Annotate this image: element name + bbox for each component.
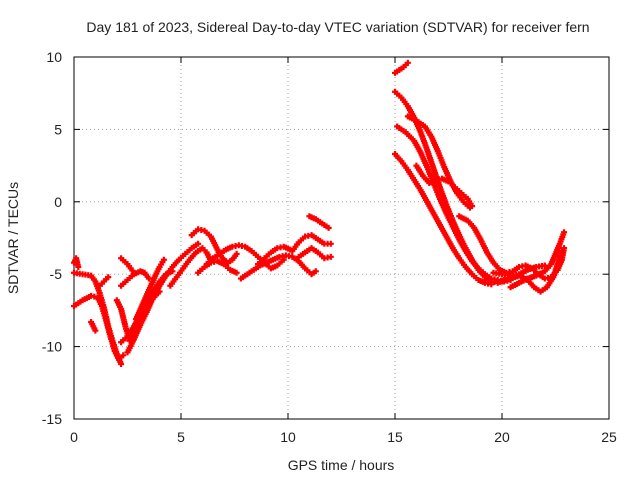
chart-title: Day 181 of 2023, Sidereal Day-to-day VTE… [86, 19, 589, 35]
series-trace-11 [118, 255, 137, 276]
data-point [558, 248, 565, 255]
y-axis-label: SDTVAR / TECUs [5, 182, 21, 294]
series-trace-5 [96, 274, 112, 289]
grid-lines [74, 57, 609, 419]
plot-frame [73, 56, 610, 420]
data-point [404, 59, 411, 66]
x-tick-label: 10 [280, 429, 296, 445]
data-point [233, 269, 240, 276]
data-point [325, 224, 332, 231]
axis-ticks [73, 56, 610, 420]
series-trace-17 [255, 243, 294, 268]
y-tick-label: -10 [42, 339, 62, 355]
x-tick-label: 0 [70, 429, 78, 445]
series-trace-19 [295, 245, 334, 262]
y-tick-label: -15 [42, 411, 62, 427]
series-trace-20 [306, 213, 332, 231]
data-point [327, 240, 334, 247]
data-point [541, 262, 548, 269]
x-tick-label: 15 [387, 429, 403, 445]
x-axis-label: GPS time / hours [288, 457, 395, 473]
data-point [233, 250, 240, 257]
data-point [160, 256, 167, 263]
y-tick-label: 5 [54, 121, 62, 137]
series-trace-18 [289, 232, 334, 255]
series-trace-1 [71, 255, 82, 270]
x-tick-label: 5 [177, 429, 185, 445]
series-trace-26 [413, 162, 476, 210]
series-trace-9 [124, 240, 202, 356]
data-point [120, 352, 127, 359]
series-trace-23 [394, 123, 514, 285]
series-trace-3 [71, 292, 127, 363]
series-trace-10 [133, 256, 167, 323]
y-tick-label: -5 [50, 266, 63, 282]
y-tick-label: 10 [46, 49, 62, 65]
x-tick-label: 20 [494, 429, 510, 445]
data-point [92, 327, 99, 334]
data-points [71, 59, 568, 367]
series-trace-21 [392, 59, 411, 76]
series-trace-30 [490, 262, 548, 279]
data-point [145, 275, 152, 282]
series-trace-4 [88, 318, 99, 334]
x-tick-label: 25 [601, 429, 617, 445]
series-trace-24 [392, 151, 495, 288]
x-tick-labels: 0 5 10 15 20 25 [70, 429, 617, 445]
data-point [195, 240, 202, 247]
data-point [312, 268, 319, 275]
data-point [118, 360, 125, 367]
data-point [75, 263, 82, 270]
series-trace-7 [118, 268, 152, 289]
y-tick-label: 0 [54, 194, 62, 210]
data-point [561, 229, 568, 236]
data-point [105, 274, 112, 281]
y-tick-labels: -15 -10 -5 0 5 10 [42, 49, 62, 427]
data-point [488, 281, 495, 288]
data-point [327, 253, 334, 260]
data-point [469, 203, 476, 210]
data-point [130, 269, 137, 276]
